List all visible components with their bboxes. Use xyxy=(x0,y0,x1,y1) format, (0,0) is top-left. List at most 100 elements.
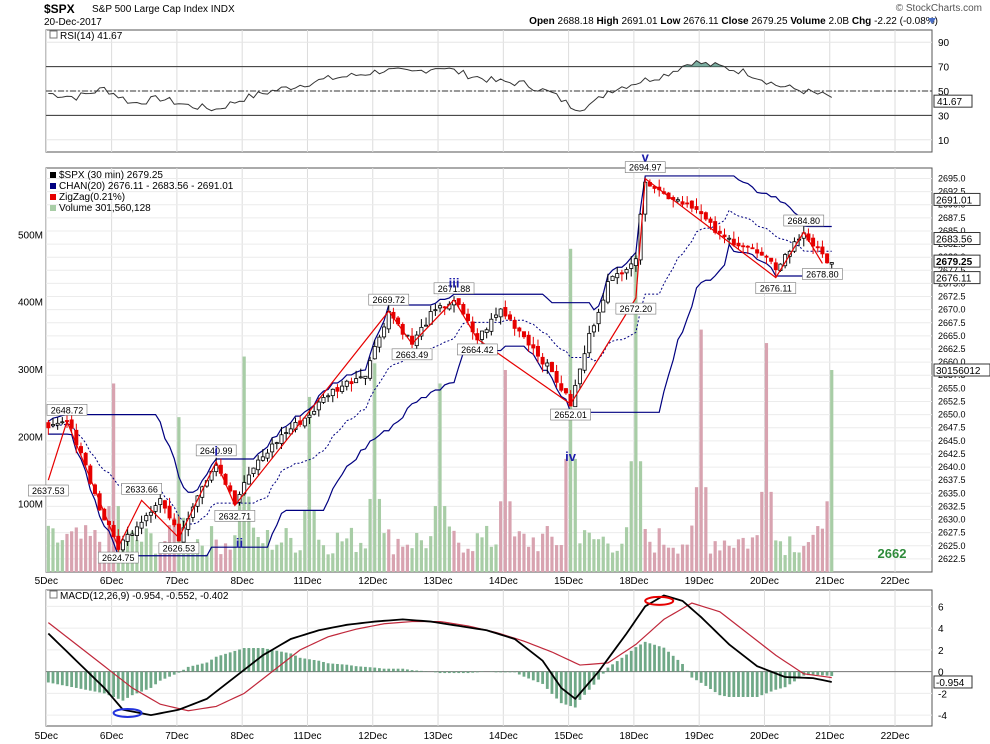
candle-body xyxy=(820,246,825,255)
volume-y-tick-label: 500M xyxy=(18,230,43,241)
macd-histogram-bar xyxy=(606,667,610,672)
volume-bar xyxy=(624,527,629,572)
candle-body xyxy=(358,376,363,379)
volume-bar xyxy=(480,537,484,572)
volume-bar xyxy=(750,537,755,572)
dropdown-arrow-icon[interactable] xyxy=(928,18,936,24)
macd-x-tick-label: 8Dec xyxy=(231,731,254,742)
macd-histogram-bar xyxy=(336,663,339,672)
macd-histogram-bar xyxy=(466,671,470,674)
macd-histogram-bar xyxy=(816,671,820,675)
macd-histogram-bar xyxy=(46,671,50,683)
macd-histogram-bar xyxy=(238,649,241,672)
candle-body xyxy=(587,332,592,354)
volume-y-tick-label: 200M xyxy=(18,432,43,443)
candle-body xyxy=(307,414,312,418)
candle-body xyxy=(134,526,139,536)
volume-bar xyxy=(415,532,419,572)
macd-histogram-bar xyxy=(727,671,731,697)
volume-bar xyxy=(713,541,717,572)
candle-body xyxy=(699,211,704,215)
volume-bar xyxy=(200,545,204,572)
low-value: 2676.11 xyxy=(683,16,719,27)
candle-body xyxy=(330,388,335,397)
volume-bar xyxy=(424,548,428,572)
volume-bar xyxy=(694,487,699,572)
volume-bar xyxy=(345,538,349,572)
candle-body xyxy=(260,456,265,461)
price-tag-text: 2691.01 xyxy=(936,195,973,206)
pivot-label: 2632.71 xyxy=(219,511,252,521)
macd-histogram-bar xyxy=(587,671,591,690)
pivot-label: 2678.80 xyxy=(806,269,839,279)
macd-y-tick-label: -4 xyxy=(938,711,947,722)
rsi-value-tag xyxy=(933,94,973,108)
legend-item: $SPX (30 min) 2679.25 xyxy=(59,170,163,181)
volume-bar xyxy=(806,542,811,572)
macd-x-tick-label: 14Dec xyxy=(489,731,518,742)
candle-body xyxy=(340,385,345,393)
candle-body xyxy=(144,515,149,522)
candle-body xyxy=(433,309,438,312)
price-y-tick-label: 2660.0 xyxy=(938,357,966,367)
price-y-tick-label: 2652.5 xyxy=(938,396,966,406)
macd-histogram-bar xyxy=(378,668,381,672)
candle-body xyxy=(811,237,816,247)
macd-histogram-bar xyxy=(154,671,157,685)
volume-bar xyxy=(708,553,713,572)
candle-body xyxy=(685,202,690,205)
price-tag-text: 2676.11 xyxy=(936,274,972,285)
volume-bar xyxy=(247,496,251,572)
candle-body xyxy=(549,361,554,373)
pivot-label: 2652.01 xyxy=(554,410,587,420)
pivot-label-box xyxy=(158,542,200,555)
macd-histogram-bar xyxy=(634,647,638,672)
macd-histogram-bar xyxy=(774,671,778,690)
volume-bar xyxy=(783,555,787,572)
candle-body xyxy=(176,523,181,542)
pivot-label-box xyxy=(802,268,843,280)
candle-body xyxy=(130,533,135,536)
macd-histogram-bar xyxy=(121,671,125,701)
pivot-label: 2672.20 xyxy=(620,304,653,314)
macd-histogram-bar xyxy=(270,649,274,672)
price-y-tick-label: 2667.5 xyxy=(938,318,966,328)
macd-histogram-bar xyxy=(312,659,316,672)
candle-body xyxy=(60,421,65,424)
macd-value-tag-text: -0.954 xyxy=(936,678,965,689)
candle-body xyxy=(167,505,172,519)
volume-bar xyxy=(620,543,624,572)
volume-tag-text: 30156012 xyxy=(936,366,981,377)
macd-histogram-bar xyxy=(252,648,255,672)
candle-body xyxy=(605,281,610,303)
volume-bar xyxy=(60,540,64,572)
volume-bar xyxy=(270,549,274,572)
volume-bar xyxy=(107,506,111,572)
candle-body xyxy=(172,519,177,526)
candle-body xyxy=(125,533,130,542)
macd-histogram-bar xyxy=(765,671,768,694)
candle-body xyxy=(214,464,219,473)
macd-y-tick-label: 4 xyxy=(938,624,944,635)
volume-bar xyxy=(760,491,764,572)
candle-body xyxy=(279,434,284,444)
candle-body xyxy=(498,308,503,318)
inset-value: 2662 xyxy=(878,546,907,561)
volume-bar xyxy=(573,458,577,572)
macd-x-tick-label: 6Dec xyxy=(100,731,123,742)
channel-lower-line xyxy=(48,243,832,557)
volume-bar xyxy=(704,487,708,572)
candle-body xyxy=(540,356,545,365)
macd-histogram-bar xyxy=(359,666,363,672)
macd-histogram-bar xyxy=(401,668,405,672)
macd-histogram-bar xyxy=(447,671,451,674)
high-label: High xyxy=(596,16,619,27)
candle-body xyxy=(773,262,778,271)
macd-histogram-bar xyxy=(322,661,325,672)
macd-histogram-bar xyxy=(601,671,605,674)
rsi-y-tick-label: 30 xyxy=(938,111,950,122)
macd-histogram-bar xyxy=(732,671,736,697)
volume-bar xyxy=(363,548,368,572)
candle-body xyxy=(200,486,205,498)
volume-bar xyxy=(419,540,423,572)
